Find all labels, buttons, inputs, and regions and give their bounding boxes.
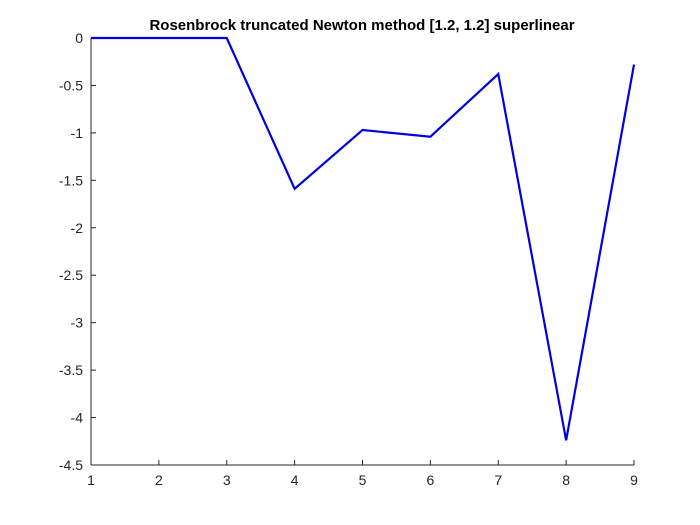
y-tick-label: -0.5 (59, 77, 83, 93)
x-tick-label: 4 (291, 472, 299, 488)
x-tick-label: 1 (87, 472, 95, 488)
x-tick-label: 6 (426, 472, 434, 488)
chart-title: Rosenbrock truncated Newton method [1.2,… (149, 17, 574, 34)
x-tick-label: 5 (359, 472, 367, 488)
x-tick-label: 9 (630, 472, 638, 488)
y-tick-label: -1.5 (59, 172, 83, 188)
y-tick-label: 0 (75, 30, 83, 46)
series-line (91, 36, 636, 441)
x-tick-label: 3 (223, 472, 231, 488)
y-tick-label: -2.5 (59, 267, 83, 283)
y-axis-ticks: 0 -0.5 -1 -1.5 -2 -2.5 -3 -3.5 -4 -4.5 (59, 30, 96, 473)
x-axis-ticks: 1 2 3 4 5 6 7 8 9 (87, 460, 638, 488)
y-tick-label: -1 (71, 125, 84, 141)
y-tick-label: -2 (71, 220, 84, 236)
series-group (91, 36, 636, 441)
y-tick-label: -4 (71, 410, 84, 426)
y-tick-label: -3.5 (59, 362, 83, 378)
x-tick-label: 2 (155, 472, 163, 488)
y-tick-label: -4.5 (59, 457, 83, 473)
x-tick-label: 8 (562, 472, 570, 488)
plot-axes (90, 38, 634, 466)
y-tick-label: -3 (71, 315, 84, 331)
x-tick-label: 7 (494, 472, 502, 488)
